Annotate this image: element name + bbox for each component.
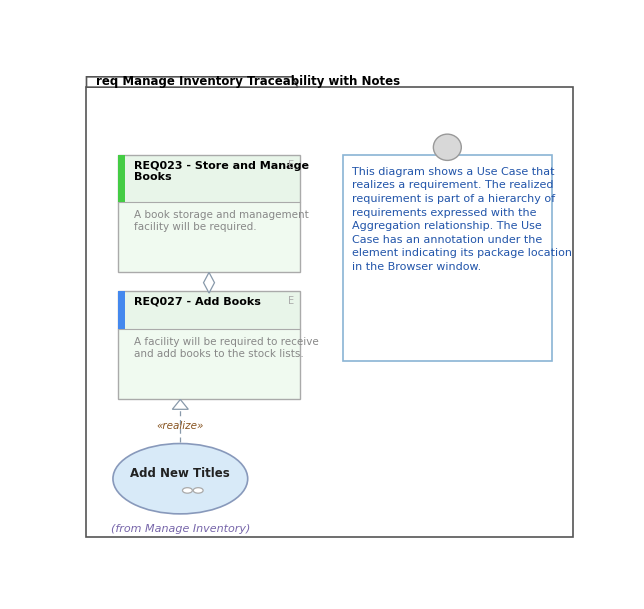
Text: Add New Titles: Add New Titles [131, 466, 230, 479]
Ellipse shape [193, 488, 203, 493]
Text: «realize»: «realize» [156, 421, 204, 431]
Text: This diagram shows a Use Case that
realizes a requirement. The realized
requirem: This diagram shows a Use Case that reali… [352, 167, 571, 272]
Circle shape [433, 134, 461, 160]
Text: A facility will be required to receive
and add books to the stock lists.: A facility will be required to receive a… [134, 337, 319, 359]
FancyBboxPatch shape [86, 87, 573, 537]
Ellipse shape [113, 443, 248, 514]
FancyBboxPatch shape [118, 202, 300, 272]
Text: (from Manage Inventory): (from Manage Inventory) [111, 524, 250, 534]
Polygon shape [173, 400, 188, 409]
Polygon shape [204, 272, 214, 293]
Text: REQ023 - Store and Manage
Books: REQ023 - Store and Manage Books [134, 161, 309, 182]
Text: req Manage Inventory Traceability with Notes: req Manage Inventory Traceability with N… [97, 75, 401, 88]
Text: A book storage and management
facility will be required.: A book storage and management facility w… [134, 211, 308, 232]
FancyBboxPatch shape [118, 291, 125, 329]
Ellipse shape [182, 488, 193, 493]
FancyBboxPatch shape [118, 329, 300, 399]
Text: E: E [288, 160, 294, 170]
FancyBboxPatch shape [343, 155, 552, 362]
Polygon shape [86, 77, 298, 87]
FancyBboxPatch shape [118, 155, 125, 202]
FancyBboxPatch shape [118, 291, 300, 329]
FancyBboxPatch shape [118, 155, 300, 202]
Text: REQ027 - Add Books: REQ027 - Add Books [134, 297, 261, 307]
Text: E: E [288, 296, 294, 306]
